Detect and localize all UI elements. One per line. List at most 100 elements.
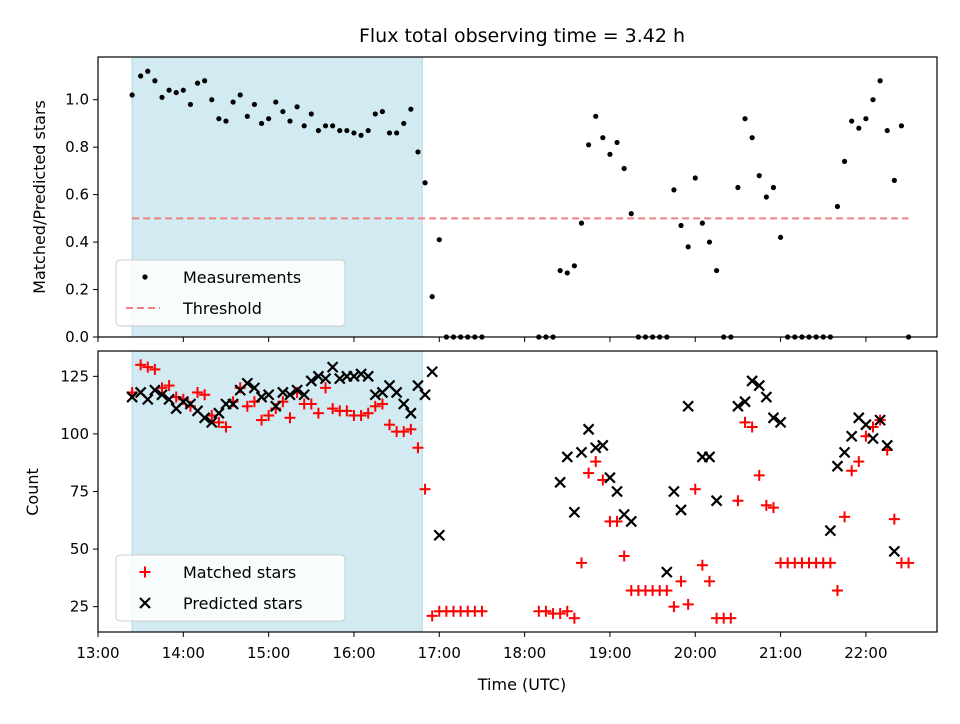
top-series-0-point xyxy=(337,127,343,134)
bottom-series-0-point xyxy=(575,557,587,569)
bottom-series-0-point xyxy=(618,550,630,562)
top-series-0-point xyxy=(152,78,158,84)
bottom-series-0-point xyxy=(426,610,438,622)
bottom-legend-swatch xyxy=(139,566,151,578)
top-series-0-point xyxy=(749,135,755,141)
bottom-series-1-point xyxy=(668,485,680,498)
top-series-0-point xyxy=(372,111,378,117)
top-series-0-point xyxy=(322,123,329,129)
top-series-0-point xyxy=(600,135,606,141)
bottom-series-1-point xyxy=(262,388,275,401)
bottom-series-0-point xyxy=(284,412,296,424)
bottom-series-1-point xyxy=(888,545,901,558)
bottom-series-0-point xyxy=(405,423,417,435)
bottom-series-1-point xyxy=(213,407,225,419)
bottom-y-tick-label: 75 xyxy=(70,483,89,501)
bottom-series-1-point xyxy=(732,400,744,413)
bottom-series-1-point xyxy=(390,386,403,399)
bottom-series-1-point xyxy=(760,391,773,403)
top-y-tick-label: 0.0 xyxy=(65,328,89,346)
top-series-0-point xyxy=(877,78,883,84)
bottom-series-1-point xyxy=(845,430,858,442)
top-y-axis-label: Matched/Predicted stars xyxy=(30,100,49,294)
bottom-series-0-point xyxy=(753,469,765,481)
bottom-series-1-point xyxy=(881,439,894,452)
bottom-series-0-point xyxy=(888,513,900,525)
top-legend-label: Threshold xyxy=(182,299,262,318)
top-series-0-point xyxy=(408,106,414,112)
top-series-0-point xyxy=(401,120,407,127)
top-series-0-point xyxy=(330,123,336,129)
top-series-0-point xyxy=(763,194,769,200)
bottom-series-1-point xyxy=(284,388,296,401)
top-series-0-point xyxy=(557,267,563,274)
top-axes-frame xyxy=(97,56,938,338)
bottom-series-1-point xyxy=(561,451,574,463)
top-series-0-point xyxy=(756,173,762,179)
bottom-series-0-point xyxy=(199,389,211,401)
bottom-series-1-point xyxy=(831,460,844,472)
top-series-0-point xyxy=(742,116,748,122)
bottom-series-1-point xyxy=(355,368,367,380)
bottom-legend-box xyxy=(115,554,346,622)
bottom-series-1-point xyxy=(348,370,360,383)
top-series-0-point xyxy=(308,111,314,117)
top-series-0-point xyxy=(898,123,905,129)
bottom-series-1-point xyxy=(248,382,261,394)
bottom-series-1-point xyxy=(874,414,886,426)
bottom-series-1-point xyxy=(126,391,138,403)
top-series-0-point xyxy=(351,130,357,136)
top-series-0-point xyxy=(237,92,243,98)
x-tick-label: 14:00 xyxy=(162,644,205,662)
top-series-0-point xyxy=(273,99,279,105)
top-series-0-point xyxy=(628,211,634,217)
bottom-series-1-point xyxy=(426,365,438,378)
top-series-0-point xyxy=(173,89,179,96)
bottom-series-0-point xyxy=(220,421,232,433)
top-series-0-point xyxy=(394,130,400,136)
top-series-0-point xyxy=(614,139,620,146)
bottom-series-0-point xyxy=(903,557,915,569)
bottom-series-0-point xyxy=(149,363,161,375)
bottom-series-0-point xyxy=(703,575,715,587)
bottom-series-0-point xyxy=(305,398,317,410)
bottom-series-1-point xyxy=(405,407,417,419)
bottom-y-tick-label: 25 xyxy=(70,598,89,616)
top-legend: Measurements Threshold xyxy=(115,259,346,327)
top-series-0-point xyxy=(422,180,428,186)
bottom-series-0-point xyxy=(192,386,204,398)
top-series-0-point xyxy=(856,125,862,131)
top-series-0-point xyxy=(891,177,897,183)
bottom-series-1-point xyxy=(156,388,168,401)
bottom-series-0-point xyxy=(213,416,225,428)
bottom-series-0-point xyxy=(384,419,396,431)
bottom-series-1-point xyxy=(326,361,339,373)
bottom-series-0-point xyxy=(668,601,680,613)
top-series-0-point xyxy=(692,175,698,181)
bottom-series-0-point xyxy=(767,502,779,514)
bottom-series-1-point xyxy=(604,471,616,484)
bottom-series-0-point xyxy=(839,511,851,523)
bottom-series-0-point xyxy=(583,467,595,479)
bottom-series-0-point xyxy=(682,598,694,610)
bottom-series-1-point xyxy=(227,398,239,410)
bottom-series-0-point xyxy=(312,407,324,419)
top-legend-swatch xyxy=(142,274,148,280)
bottom-series-0-point xyxy=(398,426,410,438)
top-series-0-point xyxy=(436,237,442,243)
x-tick-label: 19:00 xyxy=(588,644,631,662)
bottom-series-1-point xyxy=(739,395,751,408)
bottom-legend: Matched stars Predicted stars xyxy=(115,554,346,622)
bottom-series-1-point xyxy=(860,418,872,431)
bottom-y-tick-label: 50 xyxy=(70,540,89,558)
bottom-series-1-point xyxy=(824,524,837,537)
top-series-0-point xyxy=(344,127,350,134)
x-tick-label: 16:00 xyxy=(332,644,375,662)
bottom-series-1-point xyxy=(419,388,431,401)
bottom-series-0-point xyxy=(142,361,154,373)
bottom-series-1-point xyxy=(582,423,595,436)
top-series-0-point xyxy=(287,118,293,124)
top-series-0-point xyxy=(863,116,869,122)
bottom-series-1-point xyxy=(163,393,175,406)
top-series-0-point xyxy=(777,234,784,240)
